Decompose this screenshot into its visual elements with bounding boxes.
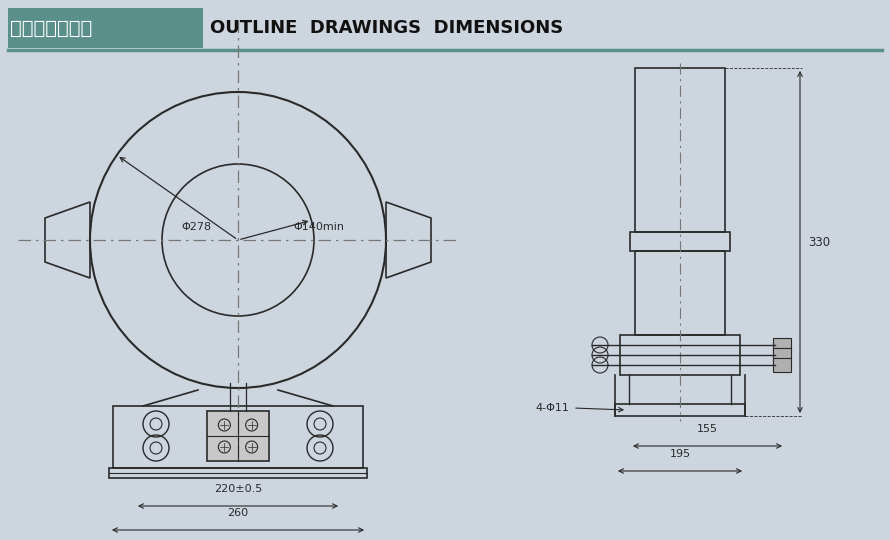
Text: 260: 260 [228, 508, 248, 518]
Bar [615, 404, 745, 416]
Bar [8, 8, 203, 48]
Bar [630, 232, 730, 251]
Text: 195: 195 [669, 449, 691, 459]
Bar [635, 68, 725, 232]
Bar [773, 348, 791, 362]
Text: 220±0.5: 220±0.5 [214, 484, 263, 494]
Bar [207, 411, 269, 461]
Text: 4-Φ11: 4-Φ11 [535, 403, 569, 413]
Bar [620, 335, 740, 375]
Bar [773, 338, 791, 352]
Text: 330: 330 [808, 235, 830, 248]
Text: Φ278: Φ278 [181, 222, 211, 232]
Bar [109, 468, 367, 478]
Bar [635, 251, 725, 335]
Text: 155: 155 [697, 424, 718, 434]
Text: Φ140min: Φ140min [293, 222, 344, 232]
Bar [113, 406, 363, 468]
Text: OUTLINE  DRAWINGS  DIMENSIONS: OUTLINE DRAWINGS DIMENSIONS [210, 19, 563, 37]
Bar [773, 358, 791, 372]
Text: 外形及安装尺尸: 外形及安装尺尸 [10, 18, 93, 37]
